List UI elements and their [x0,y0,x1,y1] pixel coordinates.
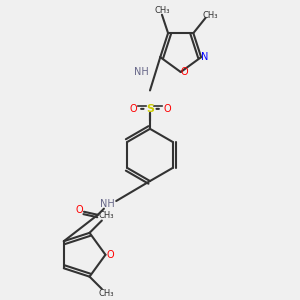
Text: O: O [129,104,137,114]
Text: O: O [163,104,171,114]
Text: S: S [146,104,154,114]
Text: CH₃: CH₃ [202,11,218,20]
Text: NH: NH [134,67,149,77]
Text: N: N [201,52,208,62]
Text: CH₃: CH₃ [99,212,114,220]
Text: O: O [76,205,83,215]
Text: O: O [181,67,188,77]
Text: CH₃: CH₃ [154,6,170,15]
Text: CH₃: CH₃ [99,289,114,298]
Text: O: O [106,250,114,260]
Text: NH: NH [100,199,114,209]
